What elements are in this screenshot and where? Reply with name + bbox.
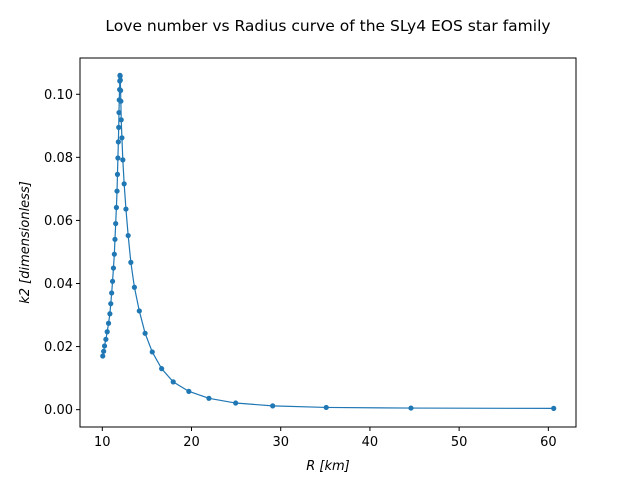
data-point — [206, 395, 212, 401]
data-point — [233, 400, 239, 406]
x-axis-label: R [km] — [306, 459, 350, 474]
y-axis: 0.00 0.02 0.04 0.06 0.08 0.10 — [44, 88, 80, 418]
y-tick-label: 0.02 — [44, 340, 73, 355]
data-point — [270, 403, 276, 409]
data-point — [110, 265, 117, 271]
data-point — [120, 157, 126, 163]
y-tick-label: 0.00 — [44, 403, 73, 418]
data-point — [103, 336, 109, 342]
x-tick-label: 40 — [362, 435, 379, 450]
data-point — [115, 155, 121, 161]
x-tick-label: 50 — [451, 435, 468, 450]
data-point — [408, 405, 414, 411]
data-point — [115, 139, 121, 145]
data-point — [136, 308, 142, 314]
data-point — [116, 109, 122, 116]
series-markers — [100, 72, 557, 411]
data-point — [114, 171, 121, 177]
data-point — [101, 343, 108, 349]
y-tick-label: 0.04 — [44, 277, 73, 292]
data-point — [159, 366, 165, 372]
data-point — [125, 232, 131, 239]
data-point — [119, 135, 125, 141]
data-point — [117, 87, 124, 94]
data-point — [121, 181, 127, 187]
data-point — [111, 251, 117, 257]
y-tick-label: 0.06 — [44, 214, 73, 229]
data-point — [107, 311, 113, 317]
y-axis-label: k2 [dimensionless] — [18, 181, 33, 304]
data-point — [113, 204, 119, 211]
data-point — [109, 278, 116, 284]
data-point — [170, 379, 176, 385]
data-point — [123, 206, 129, 212]
data-point — [116, 124, 122, 130]
axes-frame — [79, 57, 577, 428]
y-tick-label: 0.08 — [44, 151, 73, 166]
x-tick-label: 30 — [272, 435, 289, 450]
x-tick-label: 10 — [94, 435, 111, 450]
data-point — [100, 353, 106, 359]
data-point — [117, 77, 123, 83]
chart-title: Love number vs Radius curve of the SLy4 … — [105, 17, 550, 35]
data-point — [118, 98, 124, 104]
data-point — [186, 388, 192, 394]
data-point — [128, 259, 134, 265]
data-point — [551, 405, 557, 411]
plot-area — [79, 57, 577, 428]
data-point — [131, 284, 138, 290]
data-point — [108, 301, 114, 307]
data-point — [104, 329, 110, 335]
data-point — [105, 320, 112, 326]
data-point — [118, 117, 124, 123]
data-point — [149, 349, 155, 355]
data-point — [117, 73, 123, 79]
data-point — [114, 188, 120, 194]
x-axis: 10 20 30 40 50 60 — [94, 427, 557, 450]
data-point — [142, 330, 148, 336]
x-tick-label: 20 — [183, 435, 200, 450]
data-point — [112, 236, 118, 242]
x-tick-label: 60 — [540, 435, 557, 450]
data-point — [113, 220, 119, 227]
data-point — [109, 290, 115, 296]
data-point — [323, 404, 329, 411]
y-tick-label: 0.10 — [44, 88, 73, 103]
data-point — [101, 348, 107, 354]
